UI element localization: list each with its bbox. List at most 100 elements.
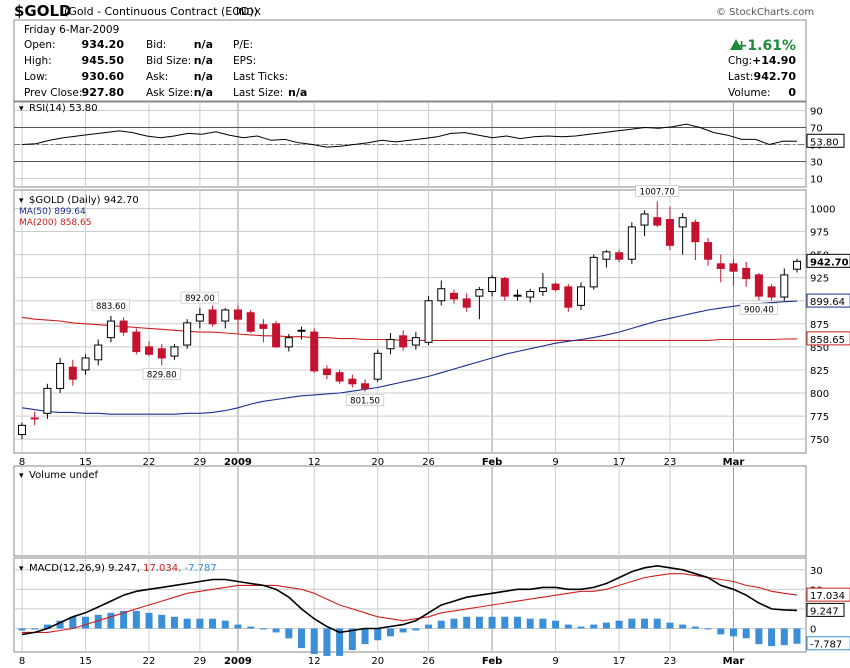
candle-up xyxy=(373,352,382,380)
quote-value: 927.80 xyxy=(82,86,125,99)
x-axis-label: 23 xyxy=(664,656,677,667)
macd-histogram-bar xyxy=(615,620,623,629)
x-axis-label: 12 xyxy=(308,457,321,468)
candle-up xyxy=(513,294,522,297)
candle-down xyxy=(132,331,141,352)
x-axis-label: 29 xyxy=(194,457,207,468)
macd-histogram-bar xyxy=(247,626,255,629)
x-axis-label: Mar xyxy=(723,457,745,468)
x-axis-label: 17 xyxy=(613,457,626,468)
candle-down xyxy=(729,263,738,272)
candle-up xyxy=(424,300,433,343)
candle-up xyxy=(386,338,395,350)
price-legend: ▾ $GOLD (Daily) 942.70 MA(50) 899.64 MA(… xyxy=(19,195,139,228)
summary-label: Chg: xyxy=(728,55,752,67)
macd-legend-icon: ▾ xyxy=(19,564,24,574)
macd-histogram-bar xyxy=(259,628,267,630)
x-axis-label: 22 xyxy=(143,457,156,468)
volume-grid xyxy=(21,467,734,555)
macd-histogram-bar xyxy=(450,618,458,629)
last-value-box xyxy=(806,133,845,148)
quote-box xyxy=(13,19,807,102)
candle-up xyxy=(538,287,547,293)
candle-up xyxy=(488,277,497,293)
macd-histogram-bar xyxy=(107,612,115,629)
macd-histogram-bar xyxy=(691,626,699,629)
macd-histogram-bar xyxy=(501,616,509,629)
macd-histogram-bar xyxy=(729,628,737,637)
x-axis-label: 9 xyxy=(552,457,558,468)
macd-histogram-bar xyxy=(488,616,496,629)
axis-tick-label: 30 xyxy=(810,566,823,577)
macd-histogram-bar xyxy=(755,628,763,645)
macd-histogram-bar xyxy=(412,628,420,631)
price-annotation-box xyxy=(345,394,385,406)
x-axis-label: 2009 xyxy=(224,457,252,468)
macd-histogram-bar xyxy=(43,624,51,629)
macd-histogram-bar xyxy=(717,628,725,635)
quote-label: Prev Close: xyxy=(24,87,82,99)
change-block: +1.61% xyxy=(730,38,796,54)
candle-down xyxy=(653,217,662,226)
macd-line xyxy=(21,564,798,636)
macd-histogram-bar xyxy=(513,616,521,629)
candle-down xyxy=(233,309,242,320)
price-annotation-box xyxy=(180,291,219,304)
macd-histogram-bar xyxy=(666,622,674,629)
macd-histogram-bar xyxy=(374,628,382,641)
candle-down xyxy=(157,348,166,359)
macd-frame xyxy=(13,557,807,653)
macd-histogram-bar xyxy=(285,628,293,639)
candle-down xyxy=(208,309,217,325)
price-frame xyxy=(13,189,807,454)
macd-histogram-bar xyxy=(298,628,306,649)
axis-tick-label: 925 xyxy=(810,274,829,285)
candle-up xyxy=(170,346,179,357)
rsi-last-label: 53.80 xyxy=(806,133,845,148)
ma200-legend: MA(200) 858.65 xyxy=(19,218,91,228)
volume-frame xyxy=(13,465,807,557)
x-axis-label: 17 xyxy=(613,656,626,667)
x-axis-label: 8 xyxy=(19,457,25,468)
last-value-text: 858.65 xyxy=(810,335,845,346)
axis-tick-label: 825 xyxy=(810,366,829,377)
axis-tick-label: 70 xyxy=(810,124,823,135)
quote-label: P/E: xyxy=(233,39,253,51)
macd-histogram-bar xyxy=(82,616,90,629)
macd-histogram-bar xyxy=(793,628,801,644)
quote-label: High: xyxy=(24,55,52,67)
price-panel: 1000975950925900875850825800775750 883.6… xyxy=(13,185,850,454)
macd-histogram-bar xyxy=(768,628,776,647)
candle-up xyxy=(94,344,103,361)
macd-histogram-bar xyxy=(704,628,712,630)
axis-tick-label: 10 xyxy=(810,175,823,186)
candle-down xyxy=(335,372,344,382)
macd-histogram-bar xyxy=(577,626,585,629)
volume-title: Volume undef xyxy=(29,470,99,481)
symbol-name: (Gold - Continuous Contract (EOD)) xyxy=(64,5,258,18)
price-x-axis: 8 15 22 29 2009 12 20 26 Feb 9 17 23 Mar xyxy=(19,457,745,468)
macd-histogram-bar xyxy=(56,620,64,629)
price-title: $GOLD (Daily) 942.70 xyxy=(29,195,139,206)
candle-down xyxy=(767,286,776,298)
axis-tick-label: 975 xyxy=(810,228,829,239)
summary-value: +14.90 xyxy=(752,54,796,67)
quote-value: 930.60 xyxy=(82,70,125,83)
price-last-labels: 942.70 899.64 858.65 xyxy=(806,253,850,346)
quote-label: Bid Size: xyxy=(146,55,191,67)
price-annotation-box xyxy=(142,368,181,380)
macd-histogram-bar xyxy=(31,628,39,630)
quote-label: Open: xyxy=(24,39,56,51)
macd-x-axis: 8 15 22 29 2009 12 20 26 Feb 9 17 23 Mar xyxy=(19,656,745,667)
price-axis: 1000975950925900875850825800775750 xyxy=(810,204,835,446)
candle-down xyxy=(259,324,268,329)
candle-down xyxy=(742,267,751,280)
last-value-text: 17.034 xyxy=(810,591,845,602)
macd-histogram-bar xyxy=(348,628,356,651)
price-annotations: 883.60 829.80 892.00 801.50 1007.70 900.40 xyxy=(91,185,778,407)
axis-tick-label: 90 xyxy=(810,107,823,118)
macd-histogram-bar xyxy=(361,628,369,645)
candle-up xyxy=(602,251,611,260)
candle-up xyxy=(640,213,649,226)
